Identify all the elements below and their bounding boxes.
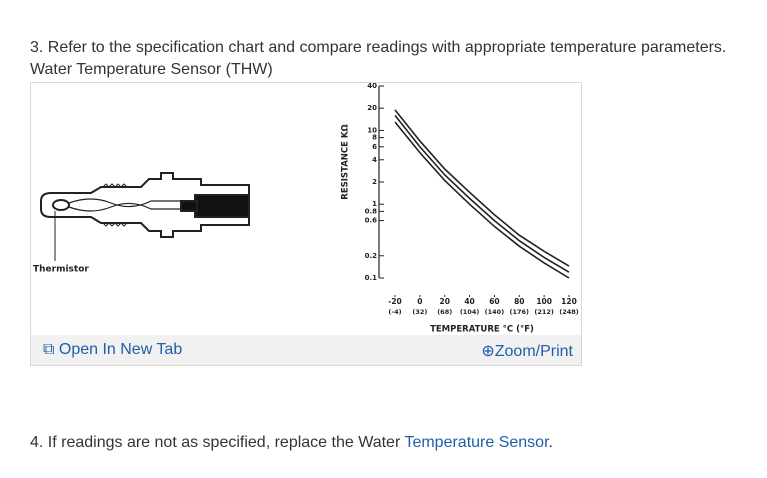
- x-tick-label-f: (176): [510, 308, 530, 316]
- figure: Thermistor 40 20 10 8 6 4 2 1 0.8 0.6 0.2 0.1 -20 (-4…: [30, 82, 582, 366]
- x-tick-label-f: (248): [559, 308, 579, 316]
- x-tick-label-f: (104): [460, 308, 480, 316]
- x-tick-label: 120: [561, 297, 577, 306]
- y-axis-label: RESISTANCE KΩ: [341, 124, 351, 199]
- y-tick-label: 4: [372, 156, 377, 164]
- y-tick-label: 40: [367, 83, 377, 90]
- x-tick-label: 20: [439, 297, 449, 306]
- y-tick-label: 20: [367, 104, 377, 112]
- x-tick-label-f: (212): [534, 308, 554, 316]
- y-tick-label: 10: [367, 126, 377, 134]
- y-tick-label: 2: [372, 178, 377, 186]
- resistance-curve: [394, 121, 570, 279]
- x-tick-label-f: (140): [485, 308, 505, 316]
- x-axis-label: TEMPERATURE °C (°F): [430, 325, 534, 335]
- step4-end: .: [548, 434, 553, 451]
- sensor-drawing: [40, 172, 250, 261]
- y-tick-label: 6: [372, 143, 377, 151]
- resistance-curve: [394, 109, 570, 267]
- part-label: Thermistor: [33, 265, 89, 275]
- x-tick-label: 40: [464, 297, 474, 306]
- resistance-curve: [394, 114, 570, 273]
- open-tab-text: Open In New Tab: [58, 341, 183, 358]
- step-text: 3. Refer to the specification chart and …: [30, 39, 727, 56]
- x-tick-label-f: (68): [437, 308, 452, 316]
- sensor-link[interactable]: Temperature Sensor: [404, 434, 549, 451]
- y-tick-label: 0.1: [365, 274, 378, 282]
- figure-toolbar: ⧉ Open In New Tab ⊕Zoom/Print: [31, 335, 581, 365]
- x-tick-label-f: (-4): [388, 308, 401, 316]
- x-tick-label: 60: [489, 297, 499, 306]
- zoom-text: Zoom/Print: [494, 343, 573, 360]
- x-tick-label-f: (32): [412, 308, 427, 316]
- y-tick-label: 1: [372, 200, 377, 208]
- x-tick-label: 0: [417, 297, 422, 306]
- y-tick-label: 8: [372, 134, 377, 142]
- step-text: 4. If readings are not as specified, rep…: [30, 434, 553, 452]
- x-tick-label: 100: [536, 297, 552, 306]
- zoom-print[interactable]: ⊕Zoom/Print: [481, 343, 573, 360]
- figure-caption: Water Temperature Sensor (THW): [30, 61, 273, 78]
- step4-text: 4. If readings are not as specified, rep…: [30, 434, 405, 451]
- x-tick-label: -20: [388, 297, 402, 306]
- y-tick-label: 0.8: [365, 207, 378, 215]
- y-tick-label: 0.6: [365, 217, 378, 225]
- x-tick-label: 80: [514, 297, 524, 306]
- open-new-tab[interactable]: ⧉ Open In New Tab: [43, 341, 183, 358]
- y-tick-label: 0.2: [365, 252, 378, 260]
